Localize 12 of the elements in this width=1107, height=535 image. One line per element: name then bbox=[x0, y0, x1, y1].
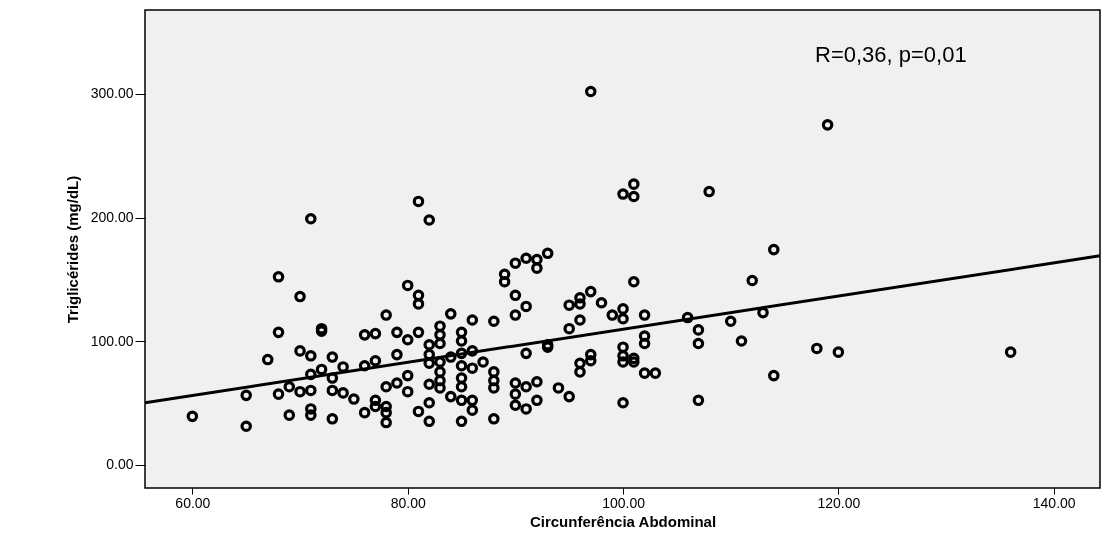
y-tick-label: 200.00 bbox=[90, 209, 134, 225]
y-axis-title: Triglicérides (mg/dL) bbox=[63, 175, 81, 324]
y-tick-label: 0.00 bbox=[106, 456, 134, 473]
y-tick-label: 100.00 bbox=[90, 332, 134, 349]
x-tick-label: 140.00 bbox=[1032, 494, 1076, 511]
x-tick-label: 120.00 bbox=[817, 494, 861, 511]
x-tick-label: 80.00 bbox=[390, 494, 426, 511]
y-tick-label: 300.00 bbox=[90, 85, 134, 102]
annotation: R=0,36, p=0,01 bbox=[815, 42, 967, 67]
x-axis-title: Circunferência Abdominal bbox=[529, 512, 717, 530]
x-tick-label: 100.00 bbox=[602, 494, 646, 511]
x-tick-label: 60.00 bbox=[175, 494, 211, 511]
